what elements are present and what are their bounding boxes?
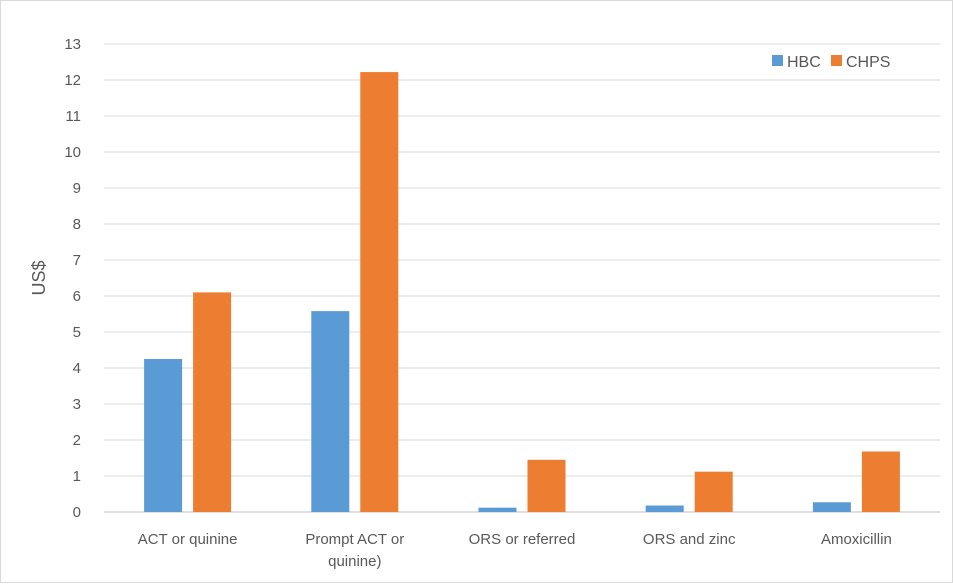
bar-chps: [861, 451, 900, 512]
y-tick-label: 1: [73, 468, 81, 485]
y-tick-label: 6: [73, 288, 81, 305]
bars: [144, 72, 900, 512]
legend-swatch-chps: [831, 55, 842, 66]
bar-hbc: [478, 507, 517, 512]
y-axis-label: US$: [29, 260, 49, 295]
x-category-label: ACT or quinine: [138, 531, 238, 548]
y-tick-label: 11: [65, 108, 81, 125]
bar-chps: [360, 72, 399, 512]
x-category-label: ORS and zinc: [643, 531, 736, 548]
y-tick-label: 4: [73, 360, 81, 377]
y-tick-label: 7: [73, 252, 81, 269]
x-category-label: Prompt ACT or: [305, 531, 404, 548]
x-category-labels: ACT or quinine Prompt ACT or quinine) ORS o…: [138, 531, 892, 570]
bar-chps: [527, 459, 566, 512]
y-tick-label: 3: [73, 396, 81, 413]
y-tick-label: 9: [73, 180, 81, 197]
x-category-label: Amoxicillin: [821, 531, 892, 548]
y-tick-label: 2: [73, 432, 81, 449]
legend-label-chps: CHPS: [846, 54, 890, 71]
bar-hbc: [311, 311, 350, 512]
y-tick-label: 12: [64, 72, 81, 89]
x-category-label: quinine): [328, 553, 381, 570]
x-category-label: ORS or referred: [469, 531, 576, 548]
bar-chps: [193, 292, 232, 512]
legend: HBC CHPS: [772, 54, 890, 71]
y-tick-label: 5: [73, 324, 81, 341]
bar-chps: [694, 471, 733, 512]
bar-hbc: [144, 359, 183, 512]
y-tick-label: 10: [64, 144, 81, 161]
legend-swatch-hbc: [772, 55, 783, 66]
bar-hbc: [812, 502, 851, 512]
y-tick-label: 13: [64, 36, 81, 53]
bar-hbc: [645, 505, 684, 512]
gridlines: [104, 43, 940, 513]
legend-label-hbc: HBC: [787, 54, 821, 71]
y-tick-label: 8: [73, 216, 81, 233]
y-tick-label: 0: [73, 504, 81, 521]
